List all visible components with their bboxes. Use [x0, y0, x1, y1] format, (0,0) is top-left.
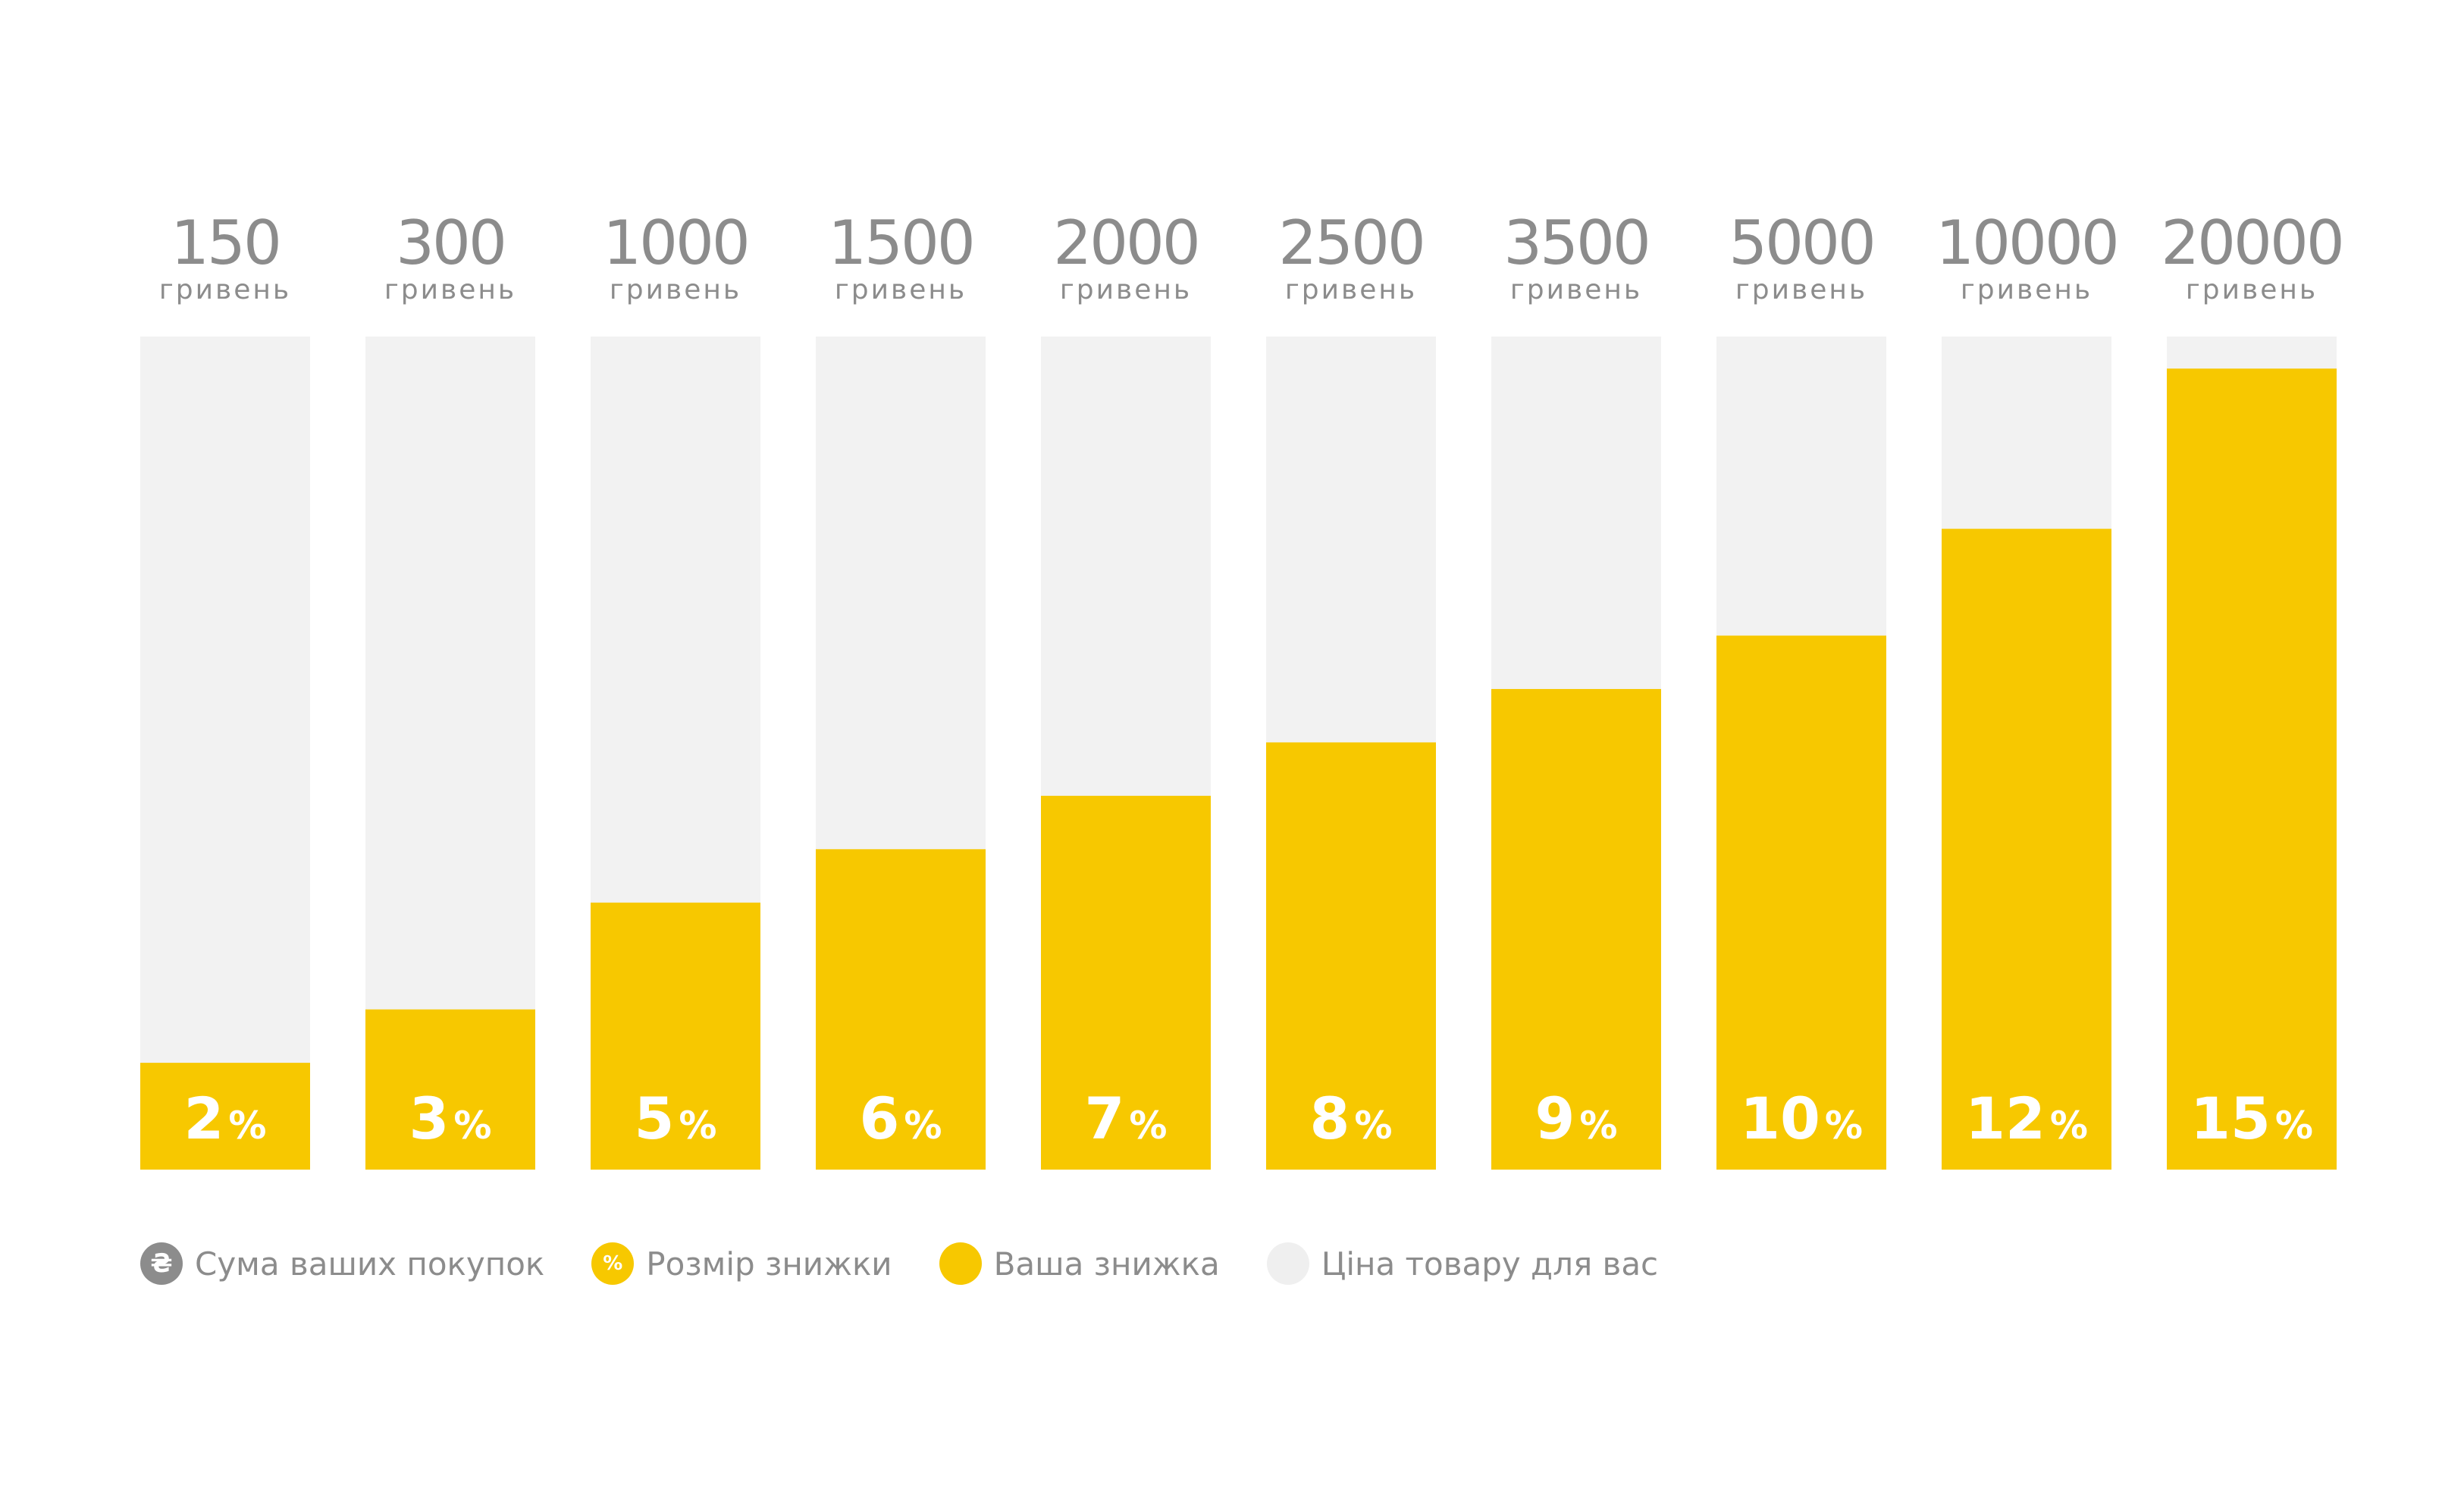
discount-bar [2167, 368, 2337, 1170]
discount-value-label: 7% [1085, 1085, 1168, 1152]
discount-bar [1041, 795, 1211, 1170]
chart-legend: ₴ Сума ваших покупок % Розмір знижки Ваш… [140, 1237, 1705, 1290]
amount-unit-label: гривень [1060, 274, 1192, 305]
discount-bar [816, 849, 986, 1170]
amount-unit-label: гривень [2186, 274, 2318, 305]
amount-unit-label: гривень [1961, 274, 2093, 305]
discount-value-label: 8% [1310, 1085, 1393, 1152]
discount-bar [1491, 688, 1661, 1170]
amount-unit-label: гривень [610, 274, 741, 305]
legend-item-price-for-you: Ціна товару для вас [1266, 1242, 1659, 1285]
discount-value-label: 10% [1740, 1085, 1863, 1152]
amount-unit-label: гривень [1285, 274, 1417, 305]
discount-value-label: 9% [1535, 1085, 1618, 1152]
discount-value-label: 3% [409, 1085, 492, 1152]
amount-label: 1500 [828, 208, 973, 278]
yellow-dot-icon [939, 1242, 982, 1285]
amount-unit-label: гривень [1735, 274, 1867, 305]
amount-unit-label: гривень [1510, 274, 1642, 305]
percent-icon: % [591, 1242, 635, 1285]
discount-bar [365, 1009, 535, 1170]
hryvnia-icon: ₴ [140, 1242, 183, 1285]
discount-bar [1942, 528, 2111, 1170]
amount-labels: 150гривень300гривень1000гривень1500гриве… [159, 208, 2345, 305]
discount-value-label: 15% [2190, 1085, 2313, 1152]
amount-label: 3500 [1503, 208, 1649, 278]
price-track [140, 337, 310, 1170]
discount-value-label: 2% [184, 1085, 267, 1152]
amount-label: 5000 [1729, 208, 1874, 278]
amount-label: 1000 [603, 208, 748, 278]
amount-label: 2000 [1053, 208, 1199, 278]
legend-item-purchase-sum: ₴ Сума ваших покупок [140, 1242, 544, 1285]
amount-label: 150 [171, 208, 280, 278]
discount-bars [140, 368, 2337, 1170]
discount-value-label: 5% [635, 1085, 717, 1152]
discount-value-label: 12% [1965, 1085, 2088, 1152]
discount-bar [591, 902, 760, 1170]
legend-item-discount-size: % Розмір знижки [591, 1242, 892, 1285]
discount-bar [140, 1063, 310, 1170]
legend-label: Ваша знижка [993, 1245, 1220, 1283]
discount-bar [1716, 635, 1886, 1170]
amount-unit-label: гривень [835, 274, 967, 305]
amount-unit-label: гривень [159, 274, 291, 305]
amount-label: 2500 [1278, 208, 1424, 278]
legend-label: Ціна товару для вас [1321, 1245, 1659, 1283]
legend-label: Розмір знижки [646, 1245, 892, 1283]
discount-value-label: 6% [860, 1085, 942, 1152]
legend-item-your-discount: Ваша знижка [939, 1242, 1220, 1285]
gray-dot-icon [1266, 1242, 1309, 1285]
amount-label: 20000 [2161, 208, 2343, 278]
amount-unit-label: гривень [384, 274, 516, 305]
amount-label: 300 [396, 208, 505, 278]
discount-bar [1266, 742, 1436, 1170]
discount-labels: 2% 3% 5% 6% 7% 8% 9% 10% 12% 15% [184, 1085, 2313, 1152]
amount-label: 10000 [1936, 208, 2118, 278]
legend-label: Сума ваших покупок [195, 1245, 545, 1283]
